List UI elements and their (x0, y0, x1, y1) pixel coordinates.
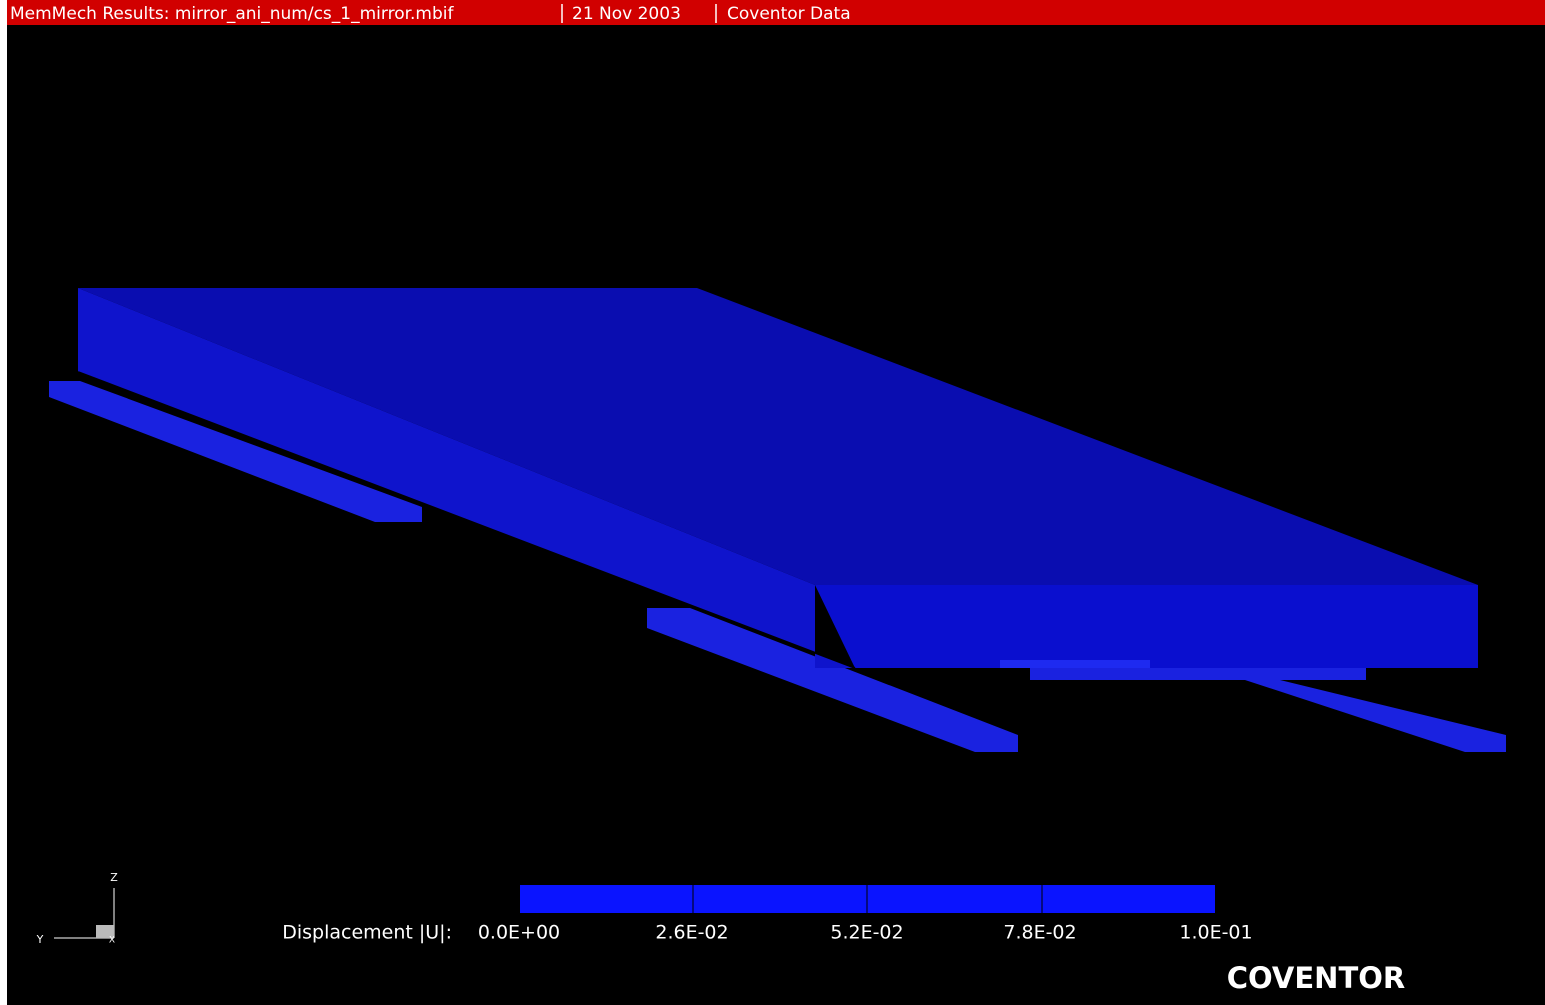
legend-tick-label: 7.8E-02 (1003, 922, 1076, 944)
header-source: Coventor Data (727, 4, 851, 24)
legend-tick-label: 1.0E-01 (1179, 922, 1252, 944)
viewer: MemMech Results: mirror_ani_num/cs_1_mir… (0, 0, 1545, 1005)
axis-label: Y (36, 933, 44, 946)
axis-label: X (109, 936, 115, 946)
legend-tick-label: 0.0E+00 (478, 922, 560, 944)
plate-front (815, 585, 1478, 668)
header-title: MemMech Results: mirror_ani_num/cs_1_mir… (10, 4, 455, 24)
axis-label: Z (110, 871, 118, 884)
logo: COVENTOR (1227, 961, 1405, 995)
legend-tick-label: 2.6E-02 (655, 922, 728, 944)
header-date: 21 Nov 2003 (572, 4, 681, 24)
legend-tick-label: 5.2E-02 (830, 922, 903, 944)
legend-label: Displacement |U|: (282, 922, 452, 944)
anchor (1000, 660, 1150, 668)
left-margin (0, 0, 7, 1005)
